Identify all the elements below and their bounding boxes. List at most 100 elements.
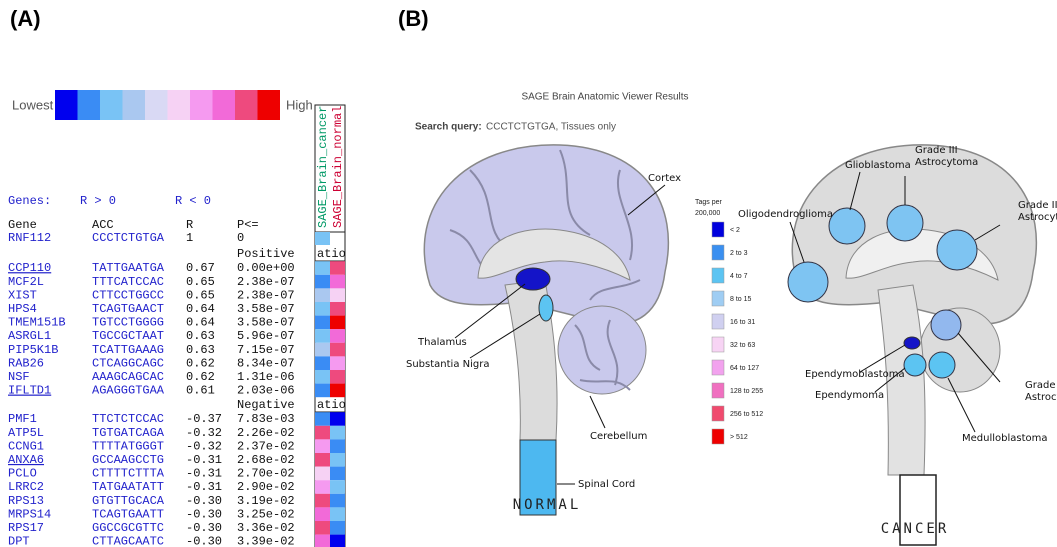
p-value: 0.00e+00 (237, 261, 295, 275)
gene: ASRGL1 (8, 329, 51, 343)
grade-i-astrocytoma (931, 310, 961, 340)
scale-cell (78, 90, 101, 120)
legend-swatch (712, 406, 724, 421)
p-value: 2.70e-02 (237, 467, 295, 481)
heatmap-cell (315, 426, 330, 440)
scale-cell (55, 90, 78, 120)
p-value: 3.58e-07 (237, 316, 295, 330)
p-value: 1.31e-06 (237, 370, 295, 384)
scale-cell (123, 90, 146, 120)
heatmap-cell (315, 302, 330, 316)
heatmap-cell (330, 535, 345, 547)
scale-high: High (286, 97, 313, 112)
legend-swatch (712, 337, 724, 352)
substantia-nigra (539, 295, 553, 321)
heatmap-cell (330, 302, 345, 316)
gene: HPS4 (8, 302, 37, 316)
brainstem (878, 285, 925, 475)
r-value: 0.63 (186, 329, 215, 343)
p-value: 3.36e-02 (237, 521, 295, 535)
legend-title: 200,000 (695, 210, 720, 217)
query-label: Search query: (415, 122, 482, 133)
heatmap-cell (330, 329, 345, 343)
section-label: Negative (237, 398, 295, 412)
acc: CTTTTCTTTA (92, 467, 165, 481)
acc: TGTGATCAGA (92, 426, 165, 440)
acc: TTTTATGGGT (92, 439, 164, 453)
acc: CTTCCTGGCC (92, 288, 164, 302)
heatmap-column-label: SAGE_Brain_cancer (316, 106, 330, 228)
r-value: -0.30 (186, 535, 222, 547)
acc: TTTCATCCAC (92, 275, 164, 289)
region-label: Grade II (1018, 200, 1057, 211)
legend-swatch (712, 268, 724, 283)
heatmap-cell (330, 356, 345, 370)
legend-swatch (712, 245, 724, 260)
p-value: 2.90e-02 (237, 480, 295, 494)
gene: DPT (8, 535, 30, 547)
r-value: -0.32 (186, 426, 222, 440)
legend-title: Tags per (695, 199, 723, 206)
scale-cell (258, 90, 281, 120)
region-label: Ependymoma (815, 390, 884, 401)
p-value: 2.37e-02 (237, 439, 295, 453)
ependymoma (904, 354, 926, 376)
heatmap-cell (330, 521, 345, 535)
r-value: -0.32 (186, 439, 222, 453)
column-header: ACC (92, 218, 114, 232)
heatmap-cell (315, 261, 330, 275)
legend-label: 256 to 512 (730, 411, 763, 418)
gene: TMEM151B (8, 316, 66, 330)
p-value: 8.34e-07 (237, 356, 295, 370)
r-value: -0.31 (186, 480, 222, 494)
r-value: -0.37 (186, 412, 222, 426)
panel-label: (B) (398, 6, 429, 31)
heatmap-cell (330, 288, 345, 302)
region-label: Astrocytoma (1025, 392, 1057, 403)
region-label: Grade I (1025, 380, 1057, 391)
legend-label: 128 to 255 (730, 388, 763, 395)
heatmap-cell (315, 329, 330, 343)
acc: AGAGGGTGAA (92, 384, 165, 398)
normal-brain (424, 145, 668, 515)
p-value: 3.39e-02 (237, 535, 295, 547)
region-label: Oligodendroglioma (738, 209, 833, 220)
gene: XIST (8, 288, 37, 302)
region-label: Cortex (648, 173, 681, 184)
heatmap-cell (330, 480, 345, 494)
heatmap-cell (315, 467, 330, 481)
legend-label: 64 to 127 (730, 365, 759, 372)
r-value: 0.65 (186, 275, 215, 289)
section-label: Positive (237, 247, 295, 261)
heatmap-cell (315, 453, 330, 467)
legend-label: 4 to 7 (730, 273, 748, 280)
scale-cell (168, 90, 191, 120)
heatmap-cell (315, 384, 330, 398)
r-value: 0.62 (186, 370, 215, 384)
gene: ANXA6 (8, 453, 44, 467)
acc: CTTAGCAATC (92, 535, 164, 547)
acc: TCATTGAAAG (92, 343, 164, 357)
heatmap-cell (315, 356, 330, 370)
heatmap-cell (315, 412, 330, 426)
legend-label: 16 to 31 (730, 319, 755, 326)
r-value: 0.64 (186, 302, 215, 316)
scale-cell (100, 90, 123, 120)
heatmap-cell (315, 288, 330, 302)
region-label: Thalamus (417, 337, 467, 348)
legend-label: 2 to 3 (730, 250, 748, 257)
gene: CCP110 (8, 261, 51, 275)
heatmap-cell (330, 494, 345, 508)
legend-label: < 2 (730, 227, 740, 234)
heatmap-cell (330, 507, 345, 521)
heatmap-cell (330, 467, 345, 481)
heatmap-cell (315, 343, 330, 357)
genes-label: Genes: (8, 194, 51, 208)
r-value: -0.30 (186, 507, 222, 521)
gene: MRPS14 (8, 507, 51, 521)
r-value: 0.64 (186, 316, 215, 330)
region-label: Glioblastoma (845, 160, 911, 171)
acc: TTCTCTCCAC (92, 412, 164, 426)
query-text: CCCTCTGTGA, Tissues only (486, 122, 616, 133)
grade-iii-astrocytoma (887, 205, 923, 241)
